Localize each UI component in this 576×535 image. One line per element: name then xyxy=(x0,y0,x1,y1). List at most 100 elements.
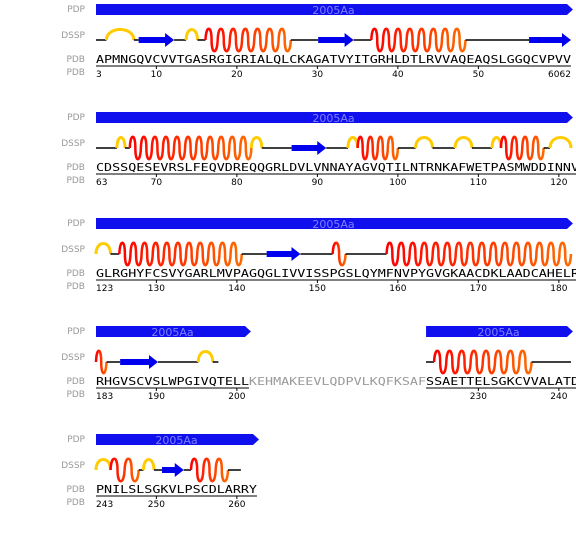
residue-number: 63 xyxy=(96,178,107,188)
sequence-segment: APMNGQVCVVTGASRGIGRIALQLCKAGATVYITGRHLDT… xyxy=(96,54,571,66)
pdb-number-track-label: PDB xyxy=(66,176,85,186)
alpha-helix-wave xyxy=(432,349,533,375)
residue-number: 110 xyxy=(470,178,487,188)
residue-number: 50 xyxy=(473,70,485,80)
residue-number: 70 xyxy=(151,178,163,188)
pdb-number-track-label: PDB xyxy=(66,498,85,508)
beta-strand-arrow xyxy=(318,33,354,47)
residue-number: 10 xyxy=(151,70,163,80)
turn-arc xyxy=(249,136,264,149)
turn-arc xyxy=(453,136,474,149)
residue-number: 120 xyxy=(550,178,567,188)
residue-number: 40 xyxy=(392,70,404,80)
domain-bar xyxy=(426,326,573,337)
residue-number: 260 xyxy=(228,500,245,510)
domain-label: 2005Aa xyxy=(477,326,519,339)
domain-bar xyxy=(96,434,259,445)
alpha-helix-wave xyxy=(109,457,140,483)
residue-number: 150 xyxy=(309,284,326,294)
sequence-text: APMNGQVCVVTGASRGIGRIALQLCKAGATVYITGRHLDT… xyxy=(96,54,571,66)
alpha-helix-wave xyxy=(94,349,108,375)
domain-label: 2005Aa xyxy=(312,218,354,231)
domain-bar xyxy=(96,326,251,337)
residue-number: 243 xyxy=(96,500,113,510)
alpha-helix-wave xyxy=(499,135,545,161)
turn-arc xyxy=(548,136,573,149)
residue-number: 240 xyxy=(550,392,567,402)
residue-number: 250 xyxy=(148,500,165,510)
pdb-track-label: PDB xyxy=(66,377,85,387)
domain-bar xyxy=(96,218,573,229)
beta-strand-arrow xyxy=(529,33,571,47)
residue-number: 123 xyxy=(96,284,113,294)
pdp-track-label: PDP xyxy=(67,113,85,123)
pdb-track-label: PDB xyxy=(66,55,85,65)
turn-arc xyxy=(346,136,360,149)
pdb-number-track-label: PDB xyxy=(66,390,85,400)
alpha-helix-wave xyxy=(118,241,243,267)
alpha-helix-wave xyxy=(356,135,400,161)
pdb-track-label: PDB xyxy=(66,269,85,279)
dssp-track-label: DSSP xyxy=(61,139,85,149)
block-5: PDP DSSP PDB PDB 2005Aa PNILSLSGKVLPSCDLARRY 2… xyxy=(61,434,259,510)
pdp-track-label: PDP xyxy=(67,435,85,445)
pdp-track-label: PDP xyxy=(67,327,85,337)
turn-arc xyxy=(115,136,127,149)
beta-strand-arrow xyxy=(291,141,327,155)
sequence-text: RHGVSCVSLWPGIVQTELLKEHMAKEEVLQDPVLKQFKSA… xyxy=(96,376,576,388)
residue-number: 3 xyxy=(96,70,102,80)
pdb-track-label: PDB xyxy=(66,163,85,173)
unresolved-sequence-segment: KEHMAKEEVLQDPVLKQFKSAF xyxy=(249,376,426,388)
residue-number: 180 xyxy=(550,284,567,294)
turn-arc xyxy=(104,28,136,41)
residue-number: 80 xyxy=(231,178,243,188)
pdb-number-track-label: PDB xyxy=(66,68,85,78)
beta-strand-arrow xyxy=(162,463,184,477)
sequence-segment: RHGVSCVSLWPGIVQTELL xyxy=(96,376,249,388)
domain-label: 2005Aa xyxy=(151,326,193,339)
residue-number: 160 xyxy=(389,284,406,294)
alpha-helix-wave xyxy=(189,457,230,483)
residue-number: 170 xyxy=(470,284,487,294)
domain-label: 2005Aa xyxy=(312,112,354,125)
beta-strand-arrow xyxy=(120,355,158,369)
sequence-segment: CDSSQESEVRSLFEQVDREQQGRLDVLVNNAYAGVQTILN… xyxy=(96,162,576,174)
block-3: PDP DSSP PDB PDB 2005Aa GLRGHYFCSVYGARLMVPAGQ… xyxy=(61,218,576,294)
alpha-helix-wave xyxy=(385,241,573,267)
domain-label: 2005Aa xyxy=(155,434,197,447)
block-2: PDP DSSP PDB PDB 2005Aa CDSSQESEVRSLFEQVDREQQ… xyxy=(61,112,576,188)
dssp-track-label: DSSP xyxy=(61,31,85,41)
turn-arc xyxy=(196,350,215,363)
residue-number: 183 xyxy=(96,392,113,402)
residue-number: 20 xyxy=(231,70,243,80)
domain-label: 2005Aa xyxy=(312,4,354,17)
turn-arc xyxy=(94,458,112,471)
block-4: PDP DSSP PDB PDB 2005Aa 2005Aa RHGVSCVSLWPGIVQ… xyxy=(61,326,576,402)
alpha-helix-wave xyxy=(331,241,347,267)
residue-number: 100 xyxy=(389,178,406,188)
residue-number: 200 xyxy=(228,392,245,402)
beta-strand-arrow xyxy=(138,33,175,47)
pdp-track-label: PDP xyxy=(67,219,85,229)
turn-arc xyxy=(94,242,112,255)
sequence-text: GLRGHYFCSVYGARLMVPAGQGLIVVISSPGSLQYMFNVP… xyxy=(96,268,576,280)
sequence-text: PNILSLSGKVLPSCDLARRY xyxy=(96,484,258,496)
alpha-helix-wave xyxy=(204,27,293,53)
turn-arc xyxy=(414,136,434,149)
alpha-helix-wave xyxy=(370,27,467,53)
domain-bar xyxy=(96,4,573,15)
turn-arc xyxy=(184,28,199,41)
pdb-number-track-label: PDB xyxy=(66,282,85,292)
beta-strand-arrow xyxy=(266,247,301,261)
turn-arc xyxy=(490,136,503,149)
sequence-text: CDSSQESEVRSLFEQVDREQQGRLDVLVNNAYAGVQTILN… xyxy=(96,162,576,174)
residue-number: 6062 xyxy=(548,70,571,80)
sequence-segment: SSAETTELSGKCVVALATD xyxy=(426,376,576,388)
sequence-segment: PNILSLSGKVLPSCDLARRY xyxy=(96,484,258,496)
residue-number: 140 xyxy=(228,284,245,294)
sequence-segment: GLRGHYFCSVYGARLMVPAGQGLIVVISSPGSLQYMFNVP… xyxy=(96,268,576,280)
turn-arc xyxy=(141,458,156,471)
alpha-helix-wave xyxy=(128,135,253,161)
residue-number: 30 xyxy=(312,70,324,80)
